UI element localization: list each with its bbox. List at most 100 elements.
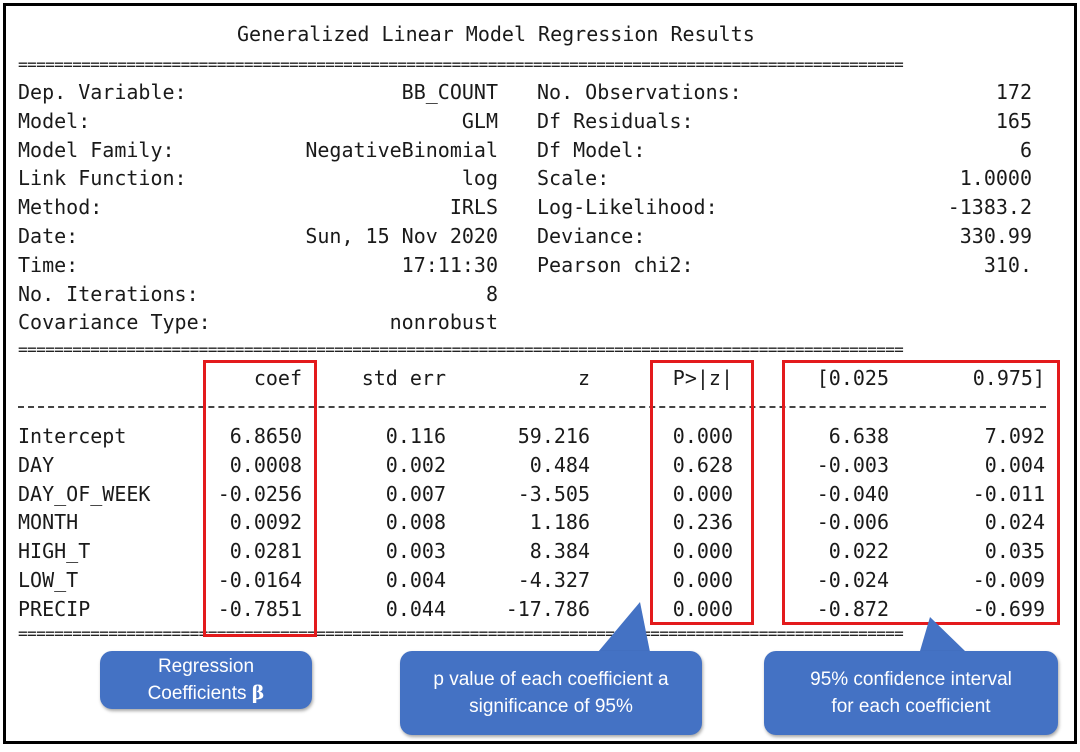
column-header: P>|z| bbox=[672, 366, 733, 390]
summary-right-value: 6 bbox=[1019, 137, 1032, 162]
row-label: HIGH_T bbox=[18, 539, 91, 564]
summary-right-value: 165 bbox=[995, 108, 1032, 133]
results-frame bbox=[3, 3, 1077, 744]
table-cell: 0.000 bbox=[672, 481, 733, 506]
table-cell: 0.000 bbox=[672, 424, 733, 448]
summary-right-value: -1383.2 bbox=[947, 195, 1032, 220]
summary-left-label: No. Iterations: bbox=[18, 281, 199, 306]
table-cell: 0.004 bbox=[984, 452, 1045, 477]
table-cell: 0.003 bbox=[385, 539, 446, 564]
summary-right-value: 310. bbox=[983, 252, 1032, 277]
summary-right-label: Scale: bbox=[537, 166, 610, 191]
summary-left-label: Link Function: bbox=[18, 166, 187, 191]
table-cell: -0.006 bbox=[816, 510, 889, 535]
row-label: DAY bbox=[18, 452, 55, 477]
table-cell: 0.116 bbox=[385, 424, 446, 448]
summary-left-label: Time: bbox=[18, 252, 79, 277]
summary-right-label: Log-Likelihood: bbox=[537, 195, 718, 220]
table-cell: -3.505 bbox=[517, 481, 590, 506]
summary-right-label: Deviance: bbox=[537, 224, 646, 248]
coef-callout-line2: Coefficients β bbox=[148, 680, 265, 707]
table-cell: 0.628 bbox=[672, 452, 733, 477]
table-cell: -0.0164 bbox=[217, 568, 302, 592]
summary-right-value: 1.0000 bbox=[959, 166, 1032, 191]
summary-right-label: No. Observations: bbox=[537, 80, 742, 104]
summary-left-value: 17:11:30 bbox=[401, 252, 498, 277]
column-header: 0.975] bbox=[972, 366, 1045, 390]
summary-left-value: nonrobust bbox=[389, 310, 498, 335]
table-cell: 0.008 bbox=[385, 510, 446, 535]
ci-callout-tail bbox=[920, 617, 965, 651]
column-header: coef bbox=[253, 366, 302, 390]
table-cell: 1.186 bbox=[529, 510, 590, 535]
summary-left-label: Dep. Variable: bbox=[18, 80, 187, 104]
row-label: PRECIP bbox=[18, 596, 91, 621]
summary-left-label: Method: bbox=[18, 195, 103, 220]
table-cell: 8.384 bbox=[529, 539, 590, 564]
table-cell: 7.092 bbox=[984, 424, 1045, 448]
table-cell: 0.004 bbox=[385, 568, 446, 592]
row-label: DAY_OF_WEEK bbox=[18, 481, 151, 506]
summary-left-value: BB_COUNT bbox=[401, 80, 498, 104]
table-cell: -0.872 bbox=[816, 596, 889, 621]
table-cell: 0.000 bbox=[672, 539, 733, 564]
summary-right-value: 330.99 bbox=[959, 224, 1032, 248]
double-rule-middle: ========================================… bbox=[18, 345, 904, 355]
table-cell: 0.236 bbox=[672, 510, 733, 535]
table-cell: -0.011 bbox=[972, 481, 1045, 506]
coef-callout-text: Coefficients bbox=[147, 683, 247, 704]
summary-left-value: Sun, 15 Nov 2020 bbox=[305, 224, 498, 248]
pvalue-highlight-box bbox=[650, 360, 754, 625]
column-header: std err bbox=[361, 366, 446, 390]
column-header: [0.025 bbox=[816, 366, 889, 390]
table-cell: -0.003 bbox=[816, 452, 889, 477]
table-cell: -0.7851 bbox=[217, 596, 302, 621]
table-cell: -0.0256 bbox=[217, 481, 302, 506]
table-cell: 0.044 bbox=[385, 596, 446, 621]
table-cell: 59.216 bbox=[517, 424, 590, 448]
summary-left-label: Model Family: bbox=[18, 137, 175, 162]
summary-right-label: Pearson chi2: bbox=[537, 252, 694, 277]
summary-left-value: 8 bbox=[485, 281, 498, 306]
table-cell: 6.638 bbox=[828, 424, 889, 448]
summary-right-value: 172 bbox=[995, 80, 1032, 104]
ci-highlight-box bbox=[782, 360, 1060, 625]
summary-right-label: Df Model: bbox=[537, 137, 646, 162]
table-cell: 0.035 bbox=[984, 539, 1045, 564]
pvalue-callout: p value of each coefficient a significan… bbox=[400, 651, 702, 735]
pvalue-callout-line1: p value of each coefficient a bbox=[433, 669, 669, 690]
table-cell: -17.786 bbox=[505, 596, 590, 621]
table-cell: -0.699 bbox=[972, 596, 1045, 621]
summary-left-label: Model: bbox=[18, 108, 91, 133]
table-cell: 0.0008 bbox=[229, 452, 302, 477]
table-cell: -4.327 bbox=[517, 568, 590, 592]
dashed-rule bbox=[18, 406, 1046, 420]
table-cell: -0.009 bbox=[972, 568, 1045, 592]
table-cell: 0.000 bbox=[672, 596, 733, 621]
summary-right-label: Df Residuals: bbox=[537, 108, 694, 133]
coef-highlight-box bbox=[203, 360, 317, 637]
table-cell: 0.000 bbox=[672, 568, 733, 592]
table-cell: 0.024 bbox=[984, 510, 1045, 535]
summary-left-value: GLM bbox=[461, 108, 498, 133]
table-cell: 0.0092 bbox=[229, 510, 302, 535]
ci-callout-line2: for each coefficient bbox=[831, 696, 991, 717]
ci-callout: 95% confidence interval for each coeffic… bbox=[764, 651, 1058, 735]
table-cell: -0.024 bbox=[816, 568, 889, 592]
summary-left-value: IRLS bbox=[449, 195, 498, 220]
table-cell: -0.040 bbox=[816, 481, 889, 506]
page-title: Generalized Linear Model Regression Resu… bbox=[237, 22, 755, 46]
summary-left-label: Covariance Type: bbox=[18, 310, 211, 335]
row-label: MONTH bbox=[18, 510, 79, 535]
summary-left-value: log bbox=[461, 166, 498, 191]
table-cell: 0.007 bbox=[385, 481, 446, 506]
summary-left-value: NegativeBinomial bbox=[305, 137, 498, 162]
row-label: LOW_T bbox=[18, 568, 79, 592]
table-cell: 0.002 bbox=[385, 452, 446, 477]
table-cell: 0.022 bbox=[828, 539, 889, 564]
pvalue-callout-line2: significance of 95% bbox=[469, 696, 633, 717]
summary-left-label: Date: bbox=[18, 224, 79, 248]
pvalue-callout-tail bbox=[598, 602, 650, 652]
table-cell: 0.484 bbox=[529, 452, 590, 477]
column-header: z bbox=[577, 366, 590, 390]
